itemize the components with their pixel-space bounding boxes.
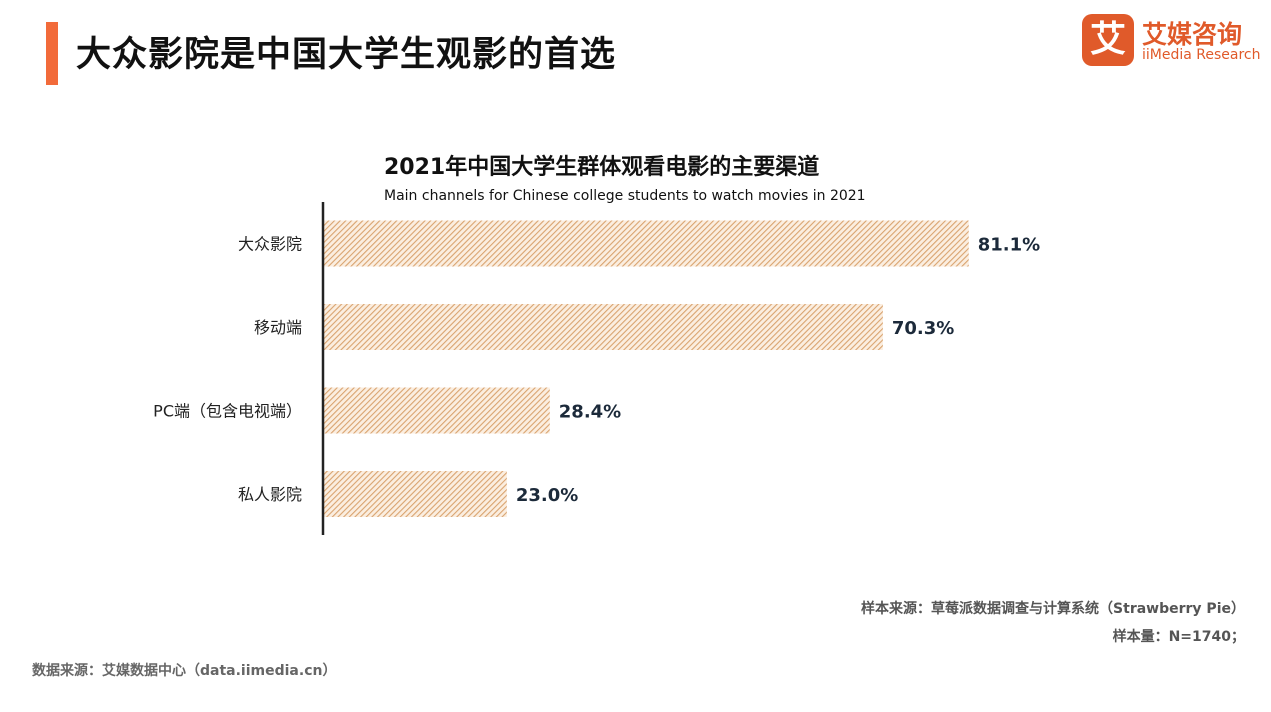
category-label-0: 大众影院 bbox=[238, 235, 302, 254]
title-accent-bar bbox=[46, 22, 58, 85]
bar-2 bbox=[324, 387, 550, 434]
bar-1 bbox=[324, 304, 883, 350]
logo-name-en: iiMedia Research bbox=[1142, 47, 1261, 63]
bar-0 bbox=[324, 220, 969, 267]
value-label-1: 70.3% bbox=[892, 318, 954, 339]
logo-name-cn: 艾媒咨询 bbox=[1142, 20, 1243, 49]
page-title: 大众影院是中国大学生观影的首选 bbox=[76, 35, 617, 75]
data-source-note: 数据来源：艾媒数据中心（data.iimedia.cn） bbox=[32, 663, 337, 679]
value-label-3: 23.0% bbox=[516, 485, 578, 506]
chart-subtitle: Main channels for Chinese college studen… bbox=[384, 188, 866, 204]
chart-title: 2021年中国大学生群体观看电影的主要渠道 bbox=[384, 155, 820, 180]
bar-3 bbox=[324, 471, 507, 517]
logo-mark-icon: 艾 bbox=[1082, 14, 1134, 66]
sample-source-note: 样本来源：草莓派数据调查与计算系统（Strawberry Pie） bbox=[861, 601, 1245, 617]
iimedia-logo: 艾 艾媒咨询 iiMedia Research bbox=[1082, 14, 1261, 66]
value-label-2: 28.4% bbox=[559, 402, 621, 423]
value-label-0: 81.1% bbox=[978, 235, 1040, 256]
category-label-2: PC端（包含电视端） bbox=[153, 402, 302, 421]
category-label-3: 私人影院 bbox=[238, 485, 302, 504]
category-label-1: 移动端 bbox=[254, 318, 302, 337]
sample-size-note: 样本量：N=1740； bbox=[1112, 629, 1245, 645]
